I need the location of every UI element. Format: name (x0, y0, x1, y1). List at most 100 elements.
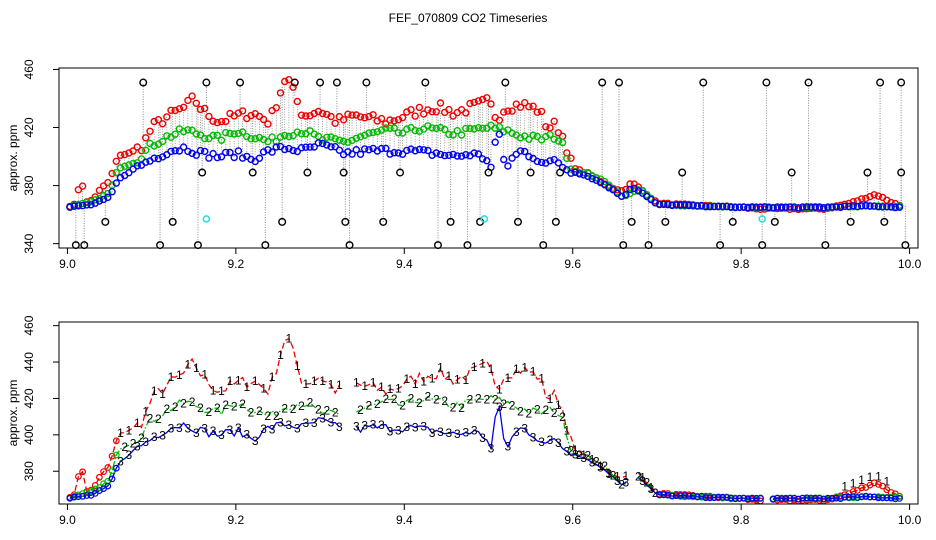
series-3-label: 3 (446, 426, 453, 440)
raw-outlier-point (484, 168, 493, 177)
series-3-label: 3 (572, 448, 579, 462)
series-2-label: 2 (526, 406, 533, 420)
panel-bottom-ylabel: approx. ppm (6, 380, 20, 447)
series-1-label: 1 (286, 332, 293, 346)
series-1-label: 1 (538, 371, 545, 385)
series-1-point (297, 111, 306, 119)
series-2-point (390, 124, 398, 132)
series-3-point (407, 145, 415, 153)
series-1-label: 1 (159, 387, 166, 401)
raw-outlier-point (770, 217, 779, 226)
series-3-label: 3 (176, 421, 183, 435)
series-1-point (100, 468, 107, 476)
series-3-point (108, 475, 116, 483)
series-2-point (99, 191, 108, 200)
series-3-point (66, 203, 74, 211)
series-1-label: 1 (572, 443, 579, 457)
raw-outlier-point (501, 78, 510, 87)
series-1-point (550, 117, 558, 125)
series-2-label: 2 (172, 400, 179, 414)
series-3-label: 3 (159, 428, 166, 442)
series-3-point (478, 155, 487, 163)
series-1-label: 1 (446, 369, 453, 383)
series-3-point (356, 150, 365, 159)
series-3-label: 3 (622, 476, 629, 490)
series-3-point (744, 203, 752, 212)
raw-outlier-point (627, 217, 636, 226)
series-3-label: 3 (614, 474, 621, 488)
series-2-label: 2 (408, 392, 415, 406)
series-1-label: 1 (513, 362, 520, 376)
series-3-point (104, 482, 112, 490)
raw-outlier-point (846, 217, 855, 226)
series-2-label: 2 (585, 449, 592, 463)
series-3-point (546, 157, 554, 165)
series-2-point (238, 128, 247, 136)
series-3-label: 3 (185, 421, 192, 435)
series-1-point (302, 112, 310, 120)
series-3-label: 3 (412, 421, 419, 435)
series-2-point (432, 124, 440, 133)
series-1-point (870, 479, 878, 487)
series-1-label: 1 (437, 361, 444, 375)
series-2-label: 2 (433, 393, 440, 407)
series-3-point (508, 154, 516, 162)
series-3-label: 3 (488, 441, 495, 455)
series-2-label: 2 (307, 396, 314, 410)
series-3-point (567, 169, 575, 177)
series-3-point (736, 495, 743, 502)
series-1-label: 1 (201, 368, 208, 382)
p2-ytick-label: 440 (22, 352, 36, 372)
series-2-point (394, 129, 403, 137)
series-1-label: 1 (387, 382, 394, 396)
series-3-point (748, 203, 756, 211)
series-1-point (874, 192, 883, 200)
series-1-label: 1 (622, 469, 629, 483)
series-1-label: 1 (496, 382, 503, 396)
series-1-point (407, 105, 415, 114)
series-3-point (786, 203, 794, 211)
series-2-point (373, 128, 381, 136)
series-3-point (87, 201, 95, 209)
series-3-point (323, 141, 331, 149)
series-3-point (891, 203, 899, 212)
series-1-point (141, 134, 150, 142)
series-2-point (339, 137, 348, 146)
panel-top-ylabel: approx. ppm (6, 125, 20, 192)
series-3-point (445, 151, 453, 160)
series-1-point (483, 94, 491, 102)
series-2-point (382, 124, 390, 132)
series-1-point (276, 89, 285, 97)
series-1-point (200, 104, 209, 113)
series-3-point (718, 202, 727, 211)
series-2-point (188, 126, 196, 134)
series-3-point (685, 201, 693, 210)
series-3-label: 3 (521, 422, 528, 436)
series-3-point (403, 146, 411, 155)
series-3-point (794, 204, 803, 212)
series-2-point (554, 137, 563, 145)
series-3-point (883, 203, 891, 211)
series-2-point (605, 181, 613, 189)
series-3-point (453, 152, 461, 160)
series-3-point (841, 202, 849, 211)
series-3-point (849, 202, 857, 210)
series-3-point (432, 149, 440, 157)
series-3-point (533, 157, 541, 166)
series-2-label: 2 (273, 409, 280, 423)
series-3-label: 3 (311, 416, 318, 430)
series-1-label: 1 (614, 470, 621, 484)
series-3-point (457, 152, 466, 160)
series-1-point (887, 198, 895, 207)
series-1-point (112, 437, 120, 445)
series-2-point (630, 187, 638, 195)
series-3-point (841, 493, 849, 501)
series-3-point (74, 493, 82, 501)
series-3-point (521, 147, 529, 156)
series-3-point (365, 146, 373, 154)
series-1-label: 1 (403, 372, 410, 386)
series-3-point (731, 203, 739, 212)
series-3-point (664, 200, 672, 209)
series-1-label: 1 (858, 473, 865, 487)
